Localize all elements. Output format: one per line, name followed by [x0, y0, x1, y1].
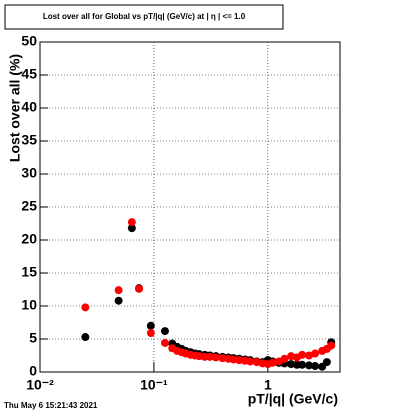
- data-point: [268, 358, 277, 367]
- y-tick-label: 40: [21, 99, 37, 115]
- y-tick-label: 15: [21, 264, 37, 280]
- data-point: [114, 296, 123, 305]
- data-point: [160, 327, 169, 336]
- y-axis-label: Lost over all (%): [7, 54, 23, 162]
- y-tick-label: 35: [21, 132, 37, 148]
- data-point: [81, 333, 90, 342]
- data-point: [218, 354, 227, 363]
- data-point: [305, 361, 314, 370]
- footer: Thu May 6 15:21:43 2021: [4, 401, 98, 410]
- x-tick-label: 1: [264, 377, 272, 393]
- data-point: [146, 329, 155, 338]
- x-tick-label: 10⁻¹: [140, 377, 168, 393]
- y-tick-label: 0: [29, 363, 37, 379]
- title-box: [4, 4, 284, 30]
- data-point: [160, 338, 169, 347]
- y-tick-label: 50: [21, 33, 37, 49]
- data-point: [311, 349, 320, 358]
- chart-title: Lost over all for Global vs pT/|q| (GeV/…: [43, 12, 246, 21]
- data-point: [280, 354, 289, 363]
- data-point: [287, 360, 296, 369]
- y-tick-label: 30: [21, 165, 37, 181]
- y-tick-label: 10: [21, 297, 37, 313]
- data-point: [135, 284, 144, 293]
- y-tick-label: 45: [21, 66, 37, 82]
- data-point: [322, 358, 331, 367]
- data-point: [146, 321, 155, 330]
- data-point: [211, 353, 220, 362]
- y-tick-label: 5: [29, 330, 37, 346]
- data-point: [298, 360, 307, 369]
- y-tick-label: 25: [21, 198, 37, 214]
- data-point: [127, 218, 136, 227]
- data-point: [205, 352, 214, 361]
- data-point: [81, 303, 90, 312]
- data-point: [114, 286, 123, 295]
- data-point: [311, 362, 320, 371]
- data-point: [127, 224, 136, 233]
- data-point: [246, 357, 255, 366]
- data-point: [298, 350, 307, 359]
- data-point: [327, 341, 336, 350]
- data-point: [235, 356, 244, 365]
- x-axis-label: pT/|q| (GeV/c): [248, 391, 338, 407]
- y-tick-label: 20: [21, 231, 37, 247]
- x-tick-label: 10⁻²: [26, 377, 54, 393]
- data-point: [305, 351, 314, 360]
